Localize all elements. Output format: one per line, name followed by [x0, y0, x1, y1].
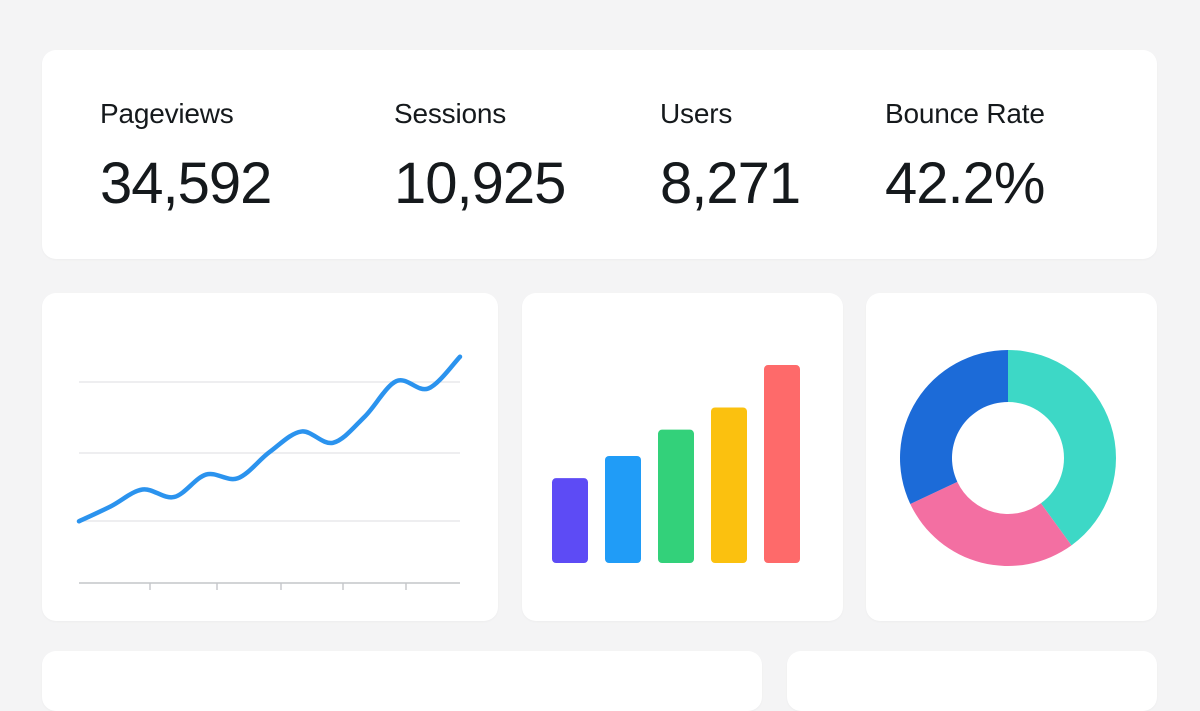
stat-label: Pageviews [100, 98, 234, 129]
stat-value: 8,271 [660, 151, 801, 216]
stat-label: Sessions [394, 98, 507, 129]
donut-slice [910, 481, 1072, 566]
stat-value: 10,925 [394, 151, 566, 216]
stat-label: Bounce Rate [885, 98, 1045, 129]
line-chart-card [42, 293, 498, 621]
donut-slice [900, 350, 1008, 504]
line-series [76, 354, 463, 524]
bar [711, 407, 747, 563]
bar-chart-card [522, 293, 843, 621]
stat-value: 42.2% [885, 151, 1045, 216]
donut-chart-card [866, 293, 1157, 621]
bar [605, 455, 641, 563]
bar-chart [552, 365, 800, 563]
donut-chart [900, 350, 1116, 566]
bottom-right-card [787, 651, 1157, 711]
donut-slice [1008, 350, 1116, 546]
bar [764, 365, 800, 563]
stats-card: Pageviews 34,592 Sessions 10,925 Users 8… [42, 50, 1157, 259]
bar [552, 478, 588, 563]
stat-label: Users [660, 98, 733, 129]
stat-bounce-rate: Bounce Rate 42.2% [885, 98, 1045, 217]
line-chart [76, 354, 463, 590]
bar [658, 429, 694, 563]
stat-value: 34,592 [100, 151, 272, 216]
stat-users: Users 8,271 [660, 98, 801, 217]
bottom-left-card [42, 651, 762, 711]
stat-sessions: Sessions 10,925 [394, 98, 566, 217]
stat-pageviews: Pageviews 34,592 [100, 98, 272, 217]
